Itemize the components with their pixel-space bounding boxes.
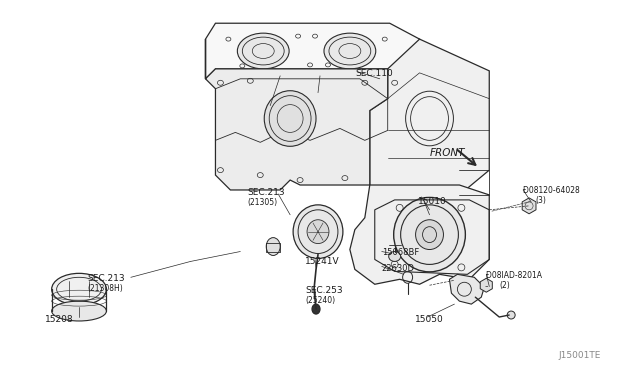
Polygon shape [205,23,420,79]
Ellipse shape [394,198,465,272]
Text: (21308H): (21308H) [87,284,123,293]
Ellipse shape [388,251,401,262]
Ellipse shape [293,205,343,259]
Text: Ð08120-64028: Ð08120-64028 [523,186,580,195]
Polygon shape [522,198,536,214]
Text: SEC.213: SEC.213 [247,188,285,197]
Text: SEC.110: SEC.110 [356,69,394,78]
Ellipse shape [52,273,106,305]
Text: (21305): (21305) [247,198,278,207]
Text: J15001TE: J15001TE [559,351,602,360]
Ellipse shape [307,220,329,244]
Ellipse shape [237,33,289,69]
Text: SEC.253: SEC.253 [305,286,342,295]
Text: FRONT: FRONT [429,148,465,158]
Text: (3): (3) [535,196,546,205]
Text: SEC.213: SEC.213 [87,274,125,283]
Text: 15208: 15208 [45,315,74,324]
Polygon shape [449,274,484,304]
Text: 15050: 15050 [415,315,444,324]
Text: (2): (2) [499,281,510,290]
Polygon shape [370,39,489,195]
Polygon shape [205,39,388,190]
Ellipse shape [52,301,106,321]
Ellipse shape [415,220,444,250]
Text: (25240): (25240) [305,296,335,305]
Polygon shape [480,278,492,292]
Ellipse shape [507,311,515,319]
Text: 15241V: 15241V [305,257,340,266]
Ellipse shape [266,238,280,256]
Text: 15068BF: 15068BF [381,247,419,257]
Ellipse shape [324,33,376,69]
Ellipse shape [264,91,316,146]
Text: Ð08IAD-8201A: Ð08IAD-8201A [486,271,542,280]
Text: 15010: 15010 [417,197,446,206]
Text: 22630D: 22630D [381,264,415,273]
Polygon shape [350,185,489,284]
Ellipse shape [312,304,320,314]
